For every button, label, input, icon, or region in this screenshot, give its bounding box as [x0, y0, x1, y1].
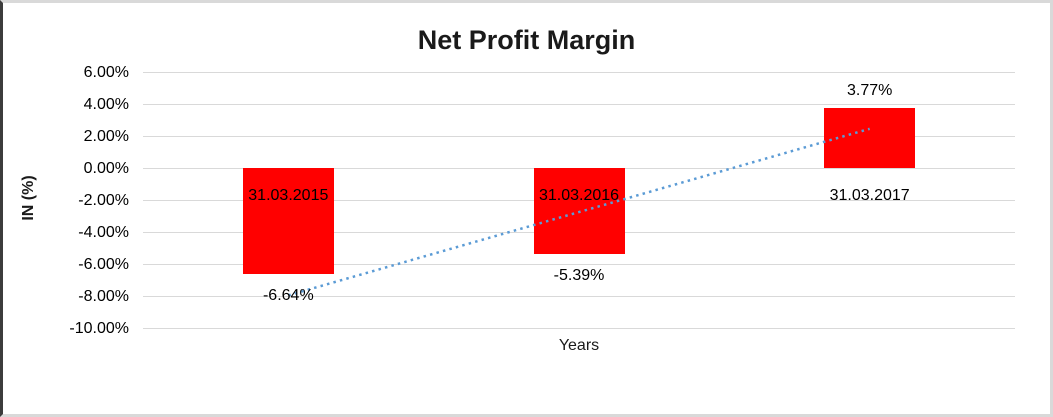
y-axis-tick-label: -6.00% — [78, 256, 129, 273]
value-label: -5.39% — [553, 267, 605, 285]
gridline — [143, 72, 1015, 73]
y-axis-tick-label: -8.00% — [78, 288, 129, 305]
y-axis-tick-label: 4.00% — [83, 96, 129, 113]
y-axis-tick-label: -10.00% — [69, 320, 129, 337]
value-label: 3.77% — [846, 81, 893, 99]
category-label: 31.03.2015 — [248, 187, 329, 204]
category-label: 31.03.2017 — [829, 187, 910, 204]
bar-31.03.2017 — [824, 107, 916, 168]
value-label: -6.64% — [262, 287, 314, 305]
x-axis-title: Years — [558, 337, 600, 354]
category-label: 31.03.2016 — [538, 187, 620, 204]
y-axis-tick-label: 0.00% — [83, 160, 129, 177]
y-axis-tick-label: 2.00% — [83, 128, 129, 145]
y-axis-tick-label: -4.00% — [78, 224, 129, 241]
bar-31.03.2016 — [533, 168, 625, 255]
y-axis-tick-label: 6.00% — [83, 64, 129, 81]
chart-title: Net Profit Margin — [417, 25, 636, 55]
bar-31.03.2015 — [242, 168, 334, 275]
gridline — [143, 104, 1015, 105]
gridline — [143, 328, 1015, 329]
y-axis-tick-label: -2.00% — [78, 192, 129, 209]
